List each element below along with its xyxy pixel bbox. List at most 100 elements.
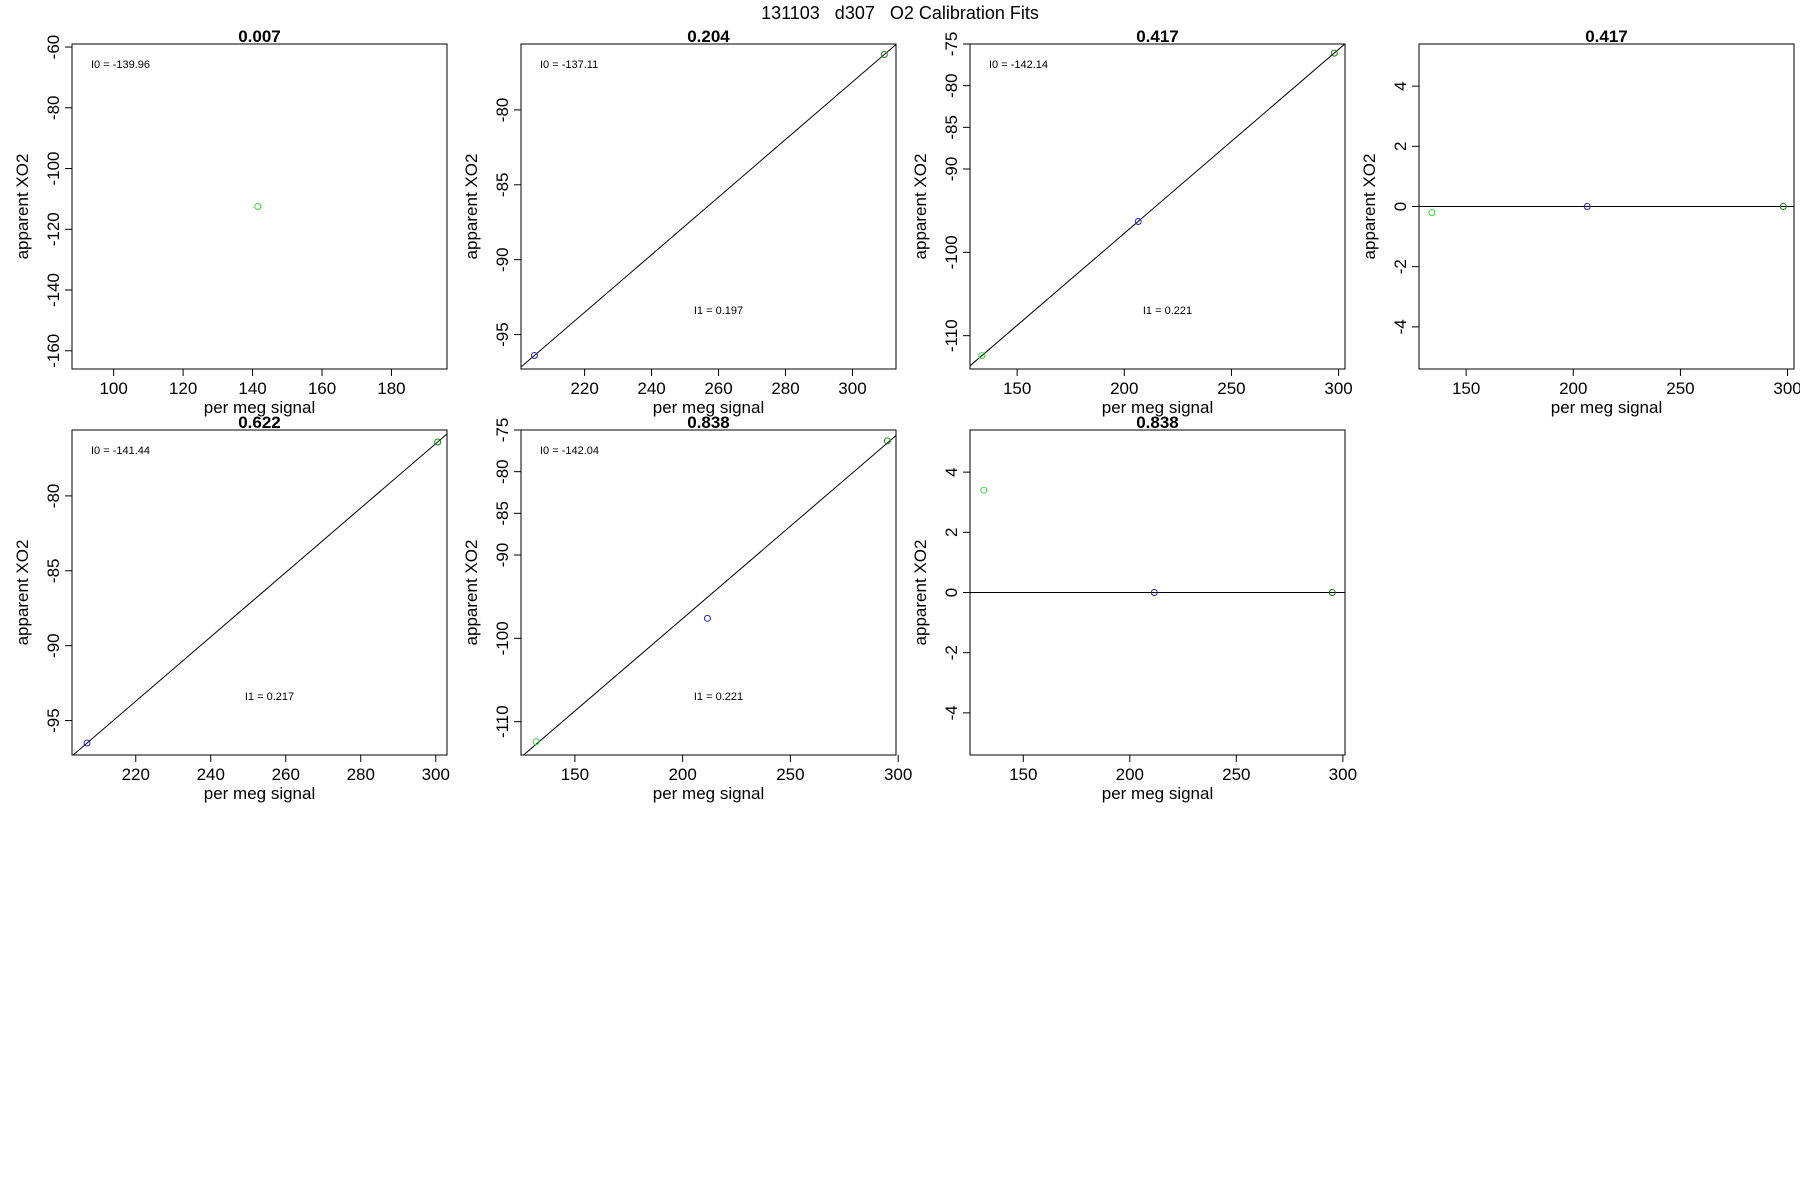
chart-5-ytick-label: -85: [44, 558, 63, 583]
chart-6-ytick-label: -100: [493, 621, 512, 655]
chart-6-xtick-label: 300: [884, 765, 912, 784]
chart-3-ytick-label: -85: [942, 115, 961, 140]
chart-2-ytick-label: -95: [493, 322, 512, 347]
chart-3-xtick-label: 250: [1217, 379, 1245, 398]
chart-3-ytick-label: -90: [942, 157, 961, 182]
chart-3-ytick-label: -100: [942, 235, 961, 269]
chart-3-annotation: I0 = -142.14: [989, 59, 1048, 71]
chart-4-ytick-label: 2: [1391, 142, 1410, 151]
chart-2-ytick-label: -85: [493, 172, 512, 197]
chart-3-xtick-label: 300: [1324, 379, 1352, 398]
chart-5-xtick-label: 280: [347, 765, 375, 784]
chart-4-xtick-label: 150: [1452, 379, 1480, 398]
chart-6-panel: 0.838 150 200 250 300 -75 -80 -85 -90 -100 -110 per…: [462, 413, 912, 803]
chart-4-xtick-label: 200: [1559, 379, 1587, 398]
chart-3-fit-line: [970, 44, 1345, 367]
chart-6-annotation: I1 = 0.221: [694, 691, 743, 703]
chart-3-xtick-label: 200: [1110, 379, 1138, 398]
chart-7-point: [1150, 589, 1158, 596]
chart-4-title: 0.417: [1585, 27, 1628, 46]
chart-1-title: 0.007: [238, 27, 281, 46]
chart-3-title: 0.417: [1136, 27, 1179, 46]
chart-1-xtick-label: 100: [99, 379, 127, 398]
chart-7-xtick-label: 150: [1009, 765, 1037, 784]
chart-2-xtick-label: 300: [838, 379, 866, 398]
chart-1-xtick-label: 160: [308, 379, 336, 398]
chart-5-frame: [71, 429, 448, 756]
chart-2-frame: [520, 43, 897, 370]
chart-1-ytick-label: -80: [44, 95, 63, 120]
chart-3-point: [1330, 49, 1338, 57]
chart-5-ylabel: apparent XO2: [13, 540, 32, 646]
chart-4-ytick-label: -4: [1391, 319, 1410, 334]
chart-7-ytick-label: 0: [942, 588, 961, 597]
chart-6-point: [703, 614, 711, 622]
chart-2-xlabel: per meg signal: [653, 398, 765, 417]
chart-2-ylabel: apparent XO2: [462, 154, 481, 260]
chart-3-point: [1134, 218, 1142, 225]
chart-5-xlabel: per meg signal: [204, 784, 316, 803]
chart-6-xlabel: per meg signal: [653, 784, 765, 803]
chart-5-xtick-label: 220: [122, 765, 150, 784]
chart-6-ylabel: apparent XO2: [462, 540, 481, 646]
chart-2-point: [880, 50, 888, 58]
chart-3-ytick-label: -110: [942, 319, 961, 352]
chart-3-xtick-label: 150: [1003, 379, 1031, 398]
chart-3-annotation: I1 = 0.221: [1143, 305, 1192, 317]
chart-5-annotation: I1 = 0.217: [245, 691, 294, 703]
chart-7-xtick-label: 200: [1116, 765, 1144, 784]
chart-2-ytick-label: -90: [493, 247, 512, 272]
chart-1-xlabel: per meg signal: [204, 398, 316, 417]
chart-2-xtick-label: 220: [570, 379, 598, 398]
chart-5-xtick-label: 300: [422, 765, 450, 784]
chart-1-point: [254, 203, 262, 210]
chart-1-ytick-label: -140: [44, 273, 63, 307]
chart-6-ytick-label: -75: [493, 418, 512, 443]
chart-4-panel: 0.417 150 200 250 300 4 2 0 -2 -4 per meg signal ap…: [1360, 27, 1800, 417]
chart-2-point: [530, 352, 538, 360]
chart-6-ytick-label: -85: [493, 501, 512, 526]
chart-7-point: [1328, 589, 1336, 596]
chart-3-ylabel: apparent XO2: [911, 154, 930, 260]
chart-7-xtick-label: 250: [1222, 765, 1250, 784]
chart-7-ytick-label: 2: [942, 528, 961, 537]
chart-5-fit-line: [72, 433, 447, 755]
chart-3-point: [978, 352, 986, 360]
chart-2-xtick-label: 280: [771, 379, 799, 398]
chart-5-ytick-label: -80: [44, 484, 63, 509]
chart-2-annotation: I1 = 0.197: [694, 305, 743, 317]
chart-1-frame: [71, 43, 448, 370]
chart-2-title: 0.204: [687, 27, 730, 46]
chart-1-annotation: I0 = -139.96: [91, 59, 150, 71]
chart-7-ytick-label: -4: [942, 705, 961, 720]
chart-4-point: [1428, 209, 1436, 217]
chart-3-panel: 0.417 150 200 250 300 -75 -80 -85 -90 -100 -110 per…: [911, 27, 1353, 417]
chart-7-xlabel: per meg signal: [1102, 784, 1214, 803]
chart-7-ylabel: apparent XO2: [911, 540, 930, 646]
chart-1-ytick-label: -100: [44, 152, 63, 186]
chart-7-title: 0.838: [1136, 413, 1179, 432]
chart-1-ylabel: apparent XO2: [13, 154, 32, 260]
chart-6-title: 0.838: [687, 413, 730, 432]
chart-2-panel: 0.204 220 240 260 280 300 -80 -85 -90 -95 per meg …: [462, 27, 897, 417]
chart-6-point: [883, 437, 891, 445]
chart-7-xtick-label: 300: [1329, 765, 1357, 784]
chart-1-xtick-label: 180: [377, 379, 405, 398]
chart-3-ytick-label: -75: [942, 32, 961, 57]
chart-4-point: [1583, 203, 1591, 210]
chart-6-ytick-label: -80: [493, 459, 512, 484]
chart-4-xlabel: per meg signal: [1551, 398, 1663, 417]
chart-6-xtick-label: 200: [668, 765, 696, 784]
chart-6-ytick-label: -110: [493, 705, 512, 738]
chart-5-point: [434, 438, 442, 446]
chart-7-panel: 0.838 150 200 250 300 4 2 0 -2 -4 per meg signal ap…: [911, 413, 1357, 803]
chart-4-point: [1779, 203, 1787, 210]
chart-7-ytick-label: 4: [942, 467, 961, 476]
chart-5-panel: 0.622 220 240 260 280 300 -80 -85 -90 -95 per meg …: [13, 413, 450, 803]
chart-2-fit-line: [521, 44, 896, 368]
chart-6-xtick-label: 250: [776, 765, 804, 784]
chart-2-xtick-label: 260: [704, 379, 732, 398]
chart-2-annotation: I0 = -137.11: [540, 59, 598, 71]
chart-6-point: [532, 738, 540, 746]
